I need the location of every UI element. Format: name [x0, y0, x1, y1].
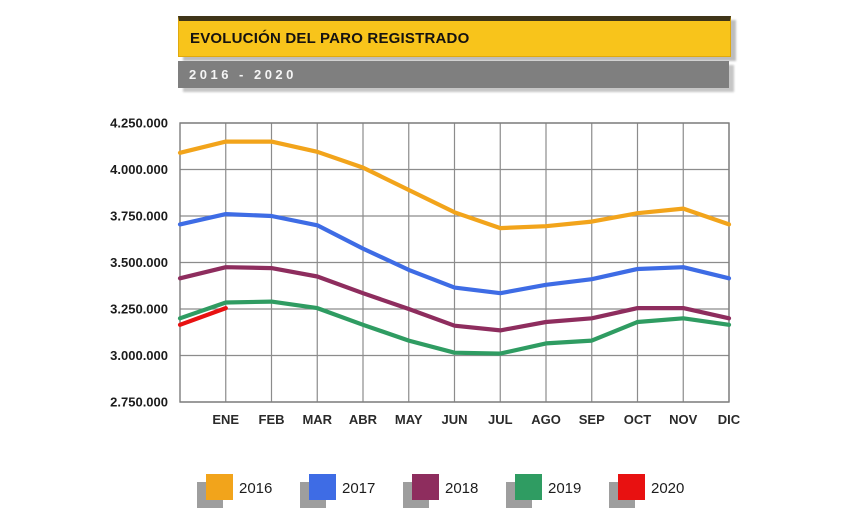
chart-legend: 2016 2017 2018 2019 2020: [197, 473, 685, 511]
x-axis-tick-label: AGO: [531, 412, 561, 427]
y-axis-tick-label: 3.750.000: [110, 209, 168, 224]
x-axis-tick-label: JUN: [441, 412, 467, 427]
x-axis-tick-label: JUL: [488, 412, 513, 427]
legend-label: 2016: [239, 480, 273, 497]
chart-title: EVOLUCIÓN DEL PARO REGISTRADO: [190, 30, 470, 47]
legend-color-swatch: [412, 474, 439, 500]
legend-item-2019: 2019: [506, 473, 582, 511]
legend-label: 2020: [651, 480, 685, 497]
x-axis-tick-label: NOV: [669, 412, 698, 427]
y-axis-tick-label: 3.000.000: [110, 348, 168, 363]
x-axis-tick-label: FEB: [259, 412, 285, 427]
legend-color-swatch: [515, 474, 542, 500]
series-line-2017: [177, 211, 732, 296]
x-axis-tick-label: SEP: [579, 412, 605, 427]
legend-item-2017: 2017: [300, 473, 376, 511]
legend-item-2018: 2018: [403, 473, 479, 511]
x-axis-tick-label: DIC: [718, 412, 741, 427]
legend-color-swatch: [618, 474, 645, 500]
x-axis-tick-label: OCT: [624, 412, 652, 427]
legend-color-swatch: [206, 474, 233, 500]
y-axis-tick-label: 3.250.000: [110, 302, 168, 317]
y-axis-tick-label: 2.750.000: [110, 395, 168, 410]
x-axis-tick-label: MAY: [395, 412, 423, 427]
chart-subtitle-banner: 2016 - 2020: [178, 61, 729, 88]
series-line-2020: [177, 306, 228, 327]
legend-label: 2019: [548, 480, 582, 497]
chart-subtitle: 2016 - 2020: [189, 67, 297, 82]
chart-title-banner: EVOLUCIÓN DEL PARO REGISTRADO: [178, 16, 731, 57]
line-chart: 4.250.000 4.000.000 3.750.000 3.500.000 3.25…: [110, 116, 741, 428]
x-axis-tick-label: ENE: [212, 412, 239, 427]
series-line-2018: [177, 265, 732, 333]
legend-label: 2018: [445, 480, 479, 497]
x-axis-tick-label: ABR: [349, 412, 378, 427]
legend-color-swatch: [309, 474, 336, 500]
series-line-2019: [177, 299, 732, 356]
legend-item-2020: 2020: [609, 473, 685, 511]
y-axis-tick-label: 4.250.000: [110, 116, 168, 131]
y-axis-tick-label: 4.000.000: [110, 162, 168, 177]
plot-border: [179, 122, 730, 403]
y-axis-tick-label: 3.500.000: [110, 255, 168, 270]
legend-label: 2017: [342, 480, 376, 497]
series-line-2016: [177, 139, 732, 231]
legend-item-2016: 2016: [197, 473, 273, 511]
x-axis-tick-label: MAR: [302, 412, 332, 427]
